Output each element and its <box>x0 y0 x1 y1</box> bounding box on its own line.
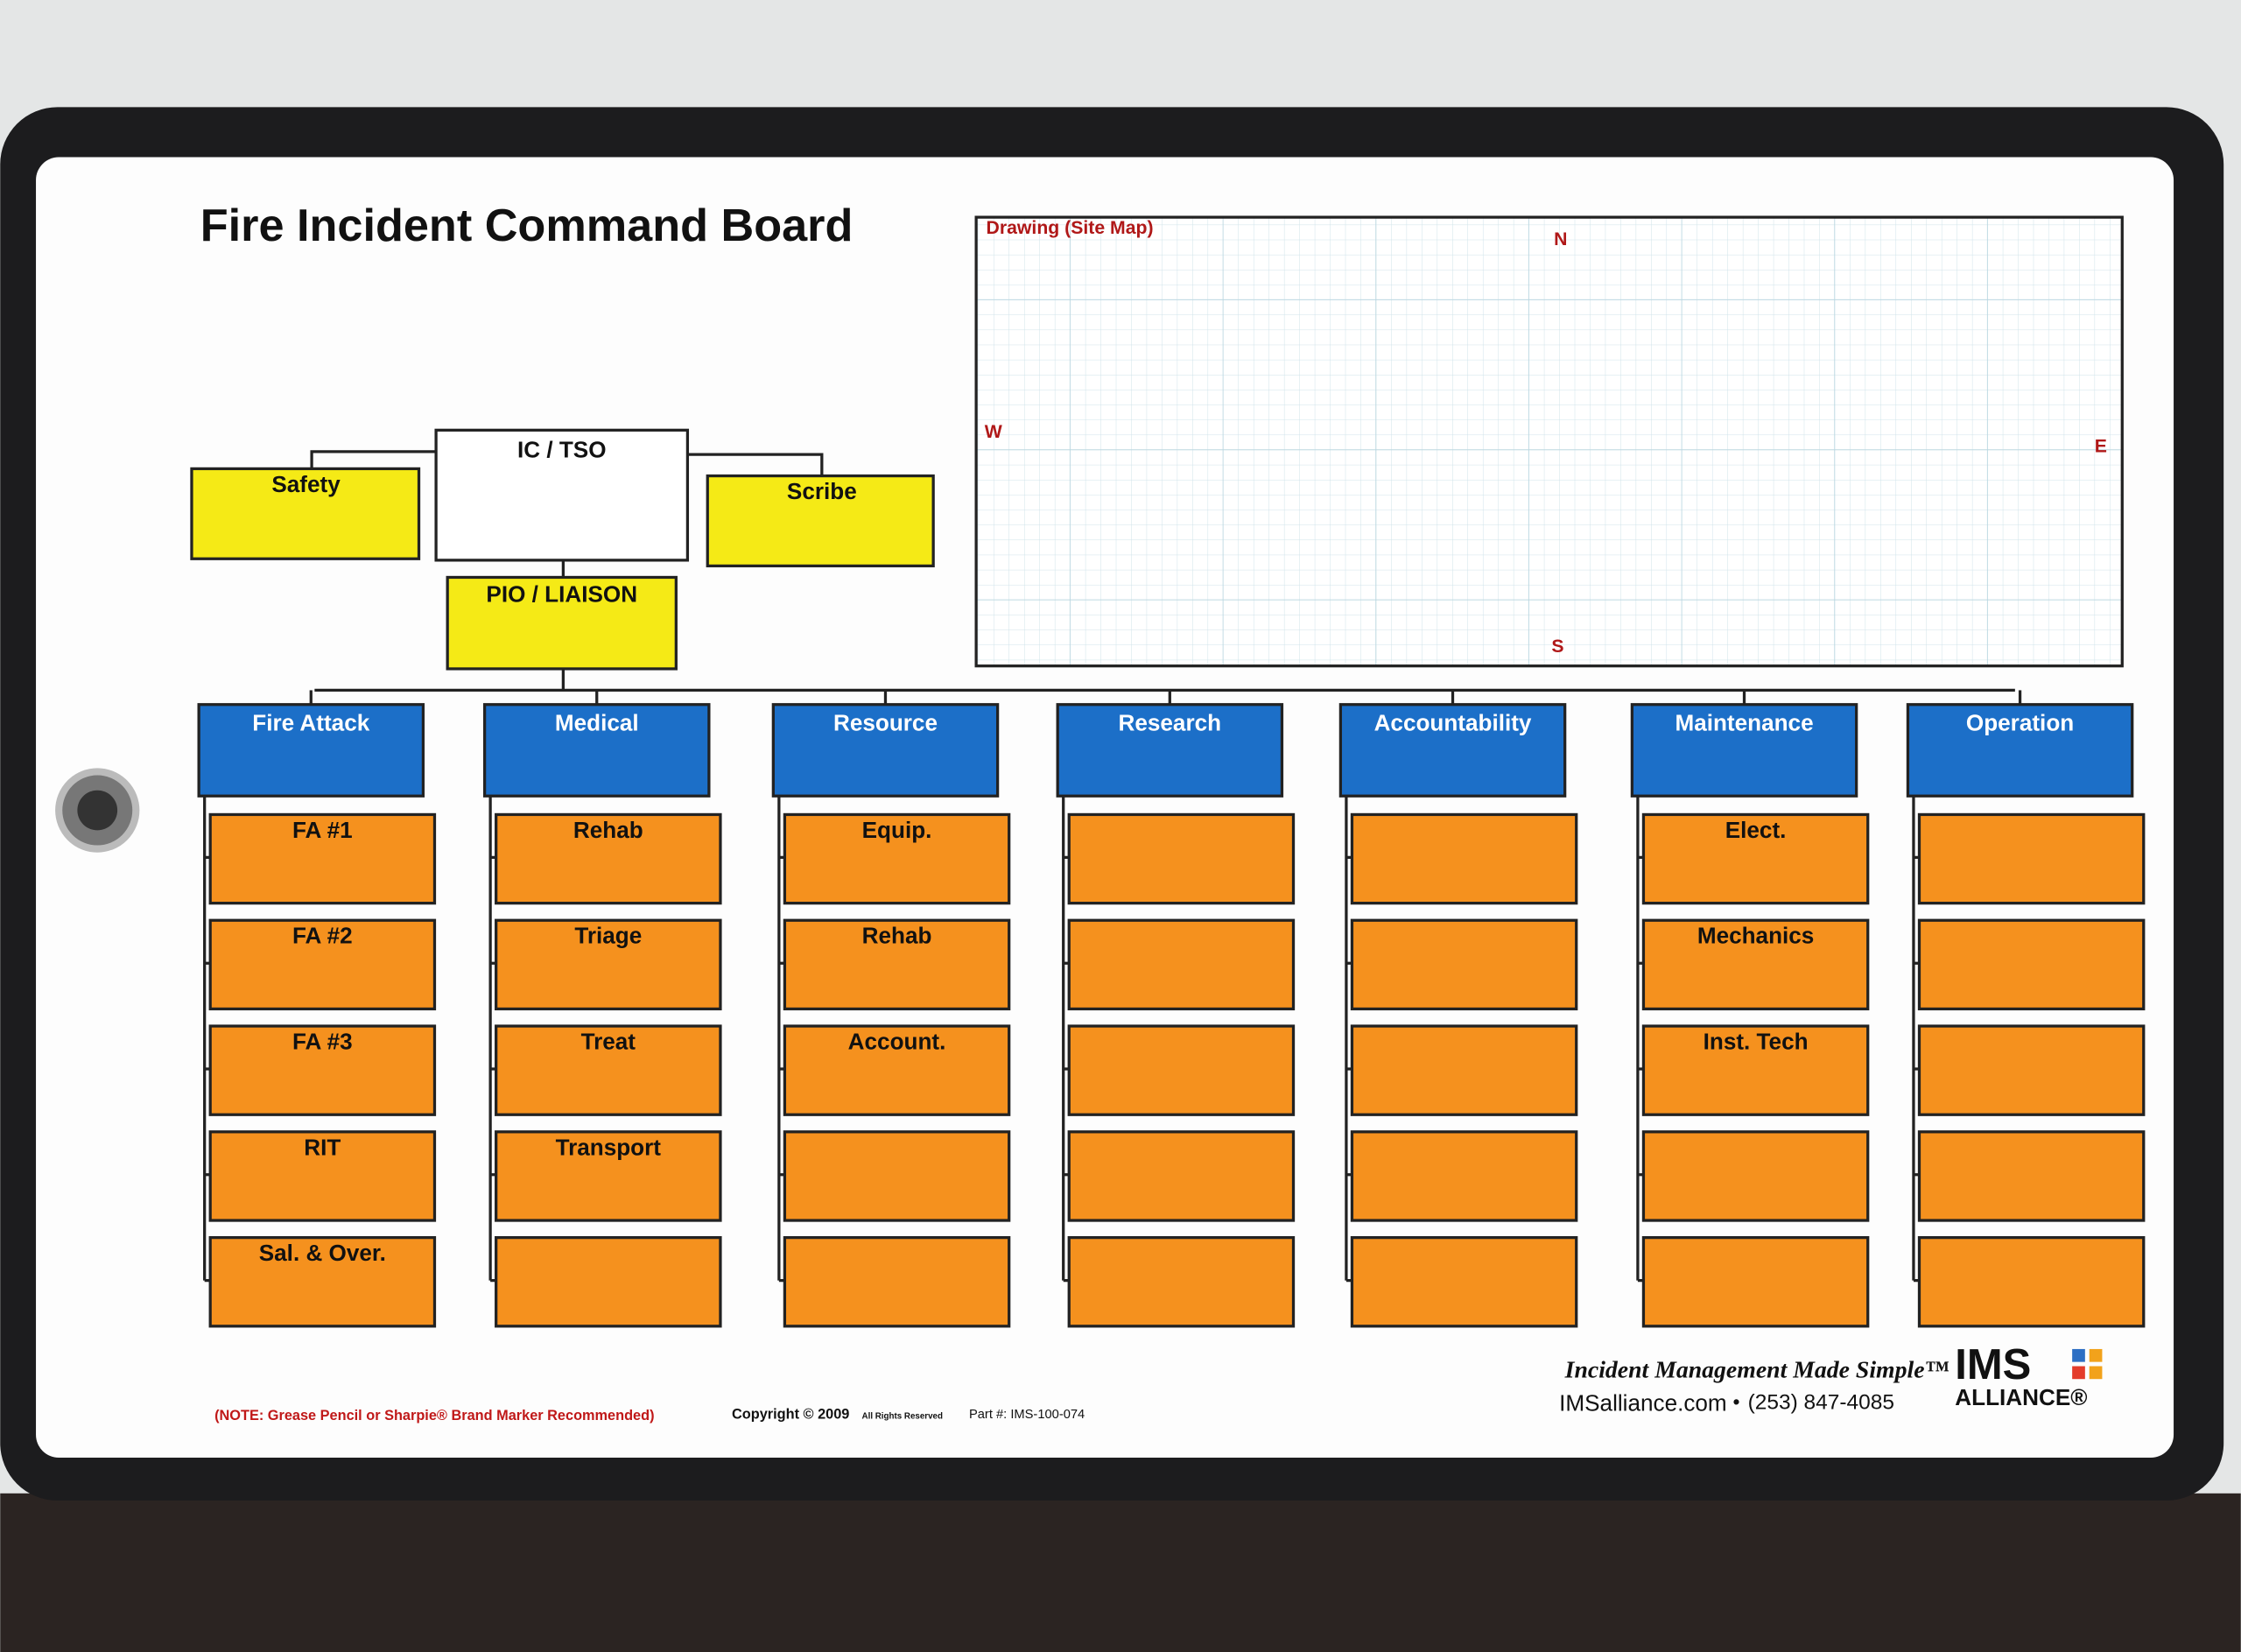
slot-label: Equip. <box>862 817 932 843</box>
slot <box>1641 1235 1870 1328</box>
slot <box>1350 918 1578 1011</box>
slot <box>1350 1130 1578 1222</box>
slot <box>1641 918 1870 1011</box>
slot-label: Mechanics <box>1697 923 1815 949</box>
sections: Fire Attack FA #1 FA #2 FA #3 RIT Sal. & Over… <box>197 690 2146 1328</box>
scribe-box <box>706 474 935 568</box>
slot-label: Sal. & Over. <box>259 1240 386 1266</box>
slot <box>783 1235 1011 1328</box>
slot <box>1067 1235 1296 1328</box>
ic-label: IC / TSO <box>517 437 607 463</box>
slot <box>495 918 722 1011</box>
slot <box>1641 1024 1870 1116</box>
connector <box>310 450 2015 692</box>
shelf <box>0 1493 2241 1652</box>
logo-ims: IMS <box>1955 1341 2031 1388</box>
section-title: Fire Attack <box>252 709 369 735</box>
copyright: Copyright © 2009 <box>732 1406 849 1422</box>
part-number: Part #: IMS-100-074 <box>969 1408 1085 1422</box>
section-header <box>1630 703 1858 798</box>
section-title: Maintenance <box>1675 709 1813 735</box>
section-title: Medical <box>555 709 639 735</box>
slot <box>495 1024 722 1116</box>
pio-box <box>446 575 678 671</box>
compass-south: S <box>1551 636 1563 657</box>
title: Fire Incident Command Board <box>200 200 854 251</box>
slot <box>1917 1024 2146 1116</box>
compass-east: E <box>2095 437 2107 457</box>
logo-square <box>2072 1348 2085 1362</box>
slot-label: FA #3 <box>292 1029 353 1055</box>
slot-label: Rehab <box>862 923 932 949</box>
section-header <box>482 703 711 798</box>
slot <box>783 1130 1011 1222</box>
slot <box>208 1024 437 1116</box>
slot <box>1917 918 2146 1011</box>
slot-label: Inst. Tech <box>1704 1029 1809 1055</box>
slot <box>208 812 437 905</box>
slot <box>783 812 1011 905</box>
tagline: Incident Management Made Simple™ <box>1564 1356 1949 1383</box>
pio-label: PIO / LIAISON <box>486 581 637 608</box>
section-title: Resource <box>833 709 938 735</box>
safety-box <box>190 467 421 560</box>
section-title: Operation <box>1966 709 2074 735</box>
slot-label: FA #2 <box>292 923 353 949</box>
compass-north: N <box>1554 229 1567 250</box>
logo-square <box>2089 1366 2103 1380</box>
slot <box>1917 1130 2146 1222</box>
slot-label: Transport <box>556 1134 662 1160</box>
slot-label: Account. <box>848 1029 946 1055</box>
rights: All Rights Reserved <box>862 1411 943 1421</box>
slot-label: Triage <box>574 923 642 949</box>
section-header <box>1056 703 1284 798</box>
slot <box>1917 1235 2146 1328</box>
slot <box>495 1235 722 1328</box>
slot <box>1350 1235 1578 1328</box>
section-header <box>1338 703 1567 798</box>
scribe-label: Scribe <box>787 478 857 504</box>
logo-square <box>2072 1366 2085 1380</box>
section-header <box>1906 703 2134 798</box>
slot <box>495 812 722 905</box>
bullet: • <box>1733 1390 1740 1413</box>
section-header <box>771 703 1000 798</box>
slot <box>783 918 1011 1011</box>
slot <box>1917 812 2146 905</box>
footer-note: (NOTE: Grease Pencil or Sharpie® Brand M… <box>214 1408 654 1424</box>
ic-box <box>434 428 690 562</box>
slot <box>1067 918 1296 1011</box>
slot <box>1641 812 1870 905</box>
slot <box>1350 1024 1578 1116</box>
slot <box>1350 812 1578 905</box>
compass-west: W <box>985 422 1002 442</box>
slot <box>495 1130 722 1222</box>
section-title: Research <box>1119 709 1222 735</box>
slot <box>208 1235 437 1328</box>
site-map-label: Drawing (Site Map) <box>987 218 1154 238</box>
grommet-hole <box>77 790 118 831</box>
slot-label: Treat <box>581 1029 636 1055</box>
slot-label: RIT <box>304 1134 341 1160</box>
logo-alliance: ALLIANCE® <box>1955 1384 2087 1410</box>
phone: (253) 847-4085 <box>1748 1390 1894 1414</box>
slot <box>1067 1024 1296 1116</box>
slot-label: FA #1 <box>292 817 353 843</box>
website: IMSalliance.com <box>1559 1389 1727 1416</box>
logo-square <box>2089 1348 2103 1362</box>
slot-label: Rehab <box>573 817 643 843</box>
slot <box>208 1130 437 1222</box>
section-title: Accountability <box>1374 709 1532 735</box>
slot <box>783 1024 1011 1116</box>
safety-label: Safety <box>271 471 341 497</box>
slot-label: Elect. <box>1725 817 1787 843</box>
site-map-grid <box>974 215 2124 668</box>
slot <box>1641 1130 1870 1222</box>
slot <box>1067 812 1296 905</box>
section-header <box>197 703 425 798</box>
slot <box>1067 1130 1296 1222</box>
slot <box>208 918 437 1011</box>
